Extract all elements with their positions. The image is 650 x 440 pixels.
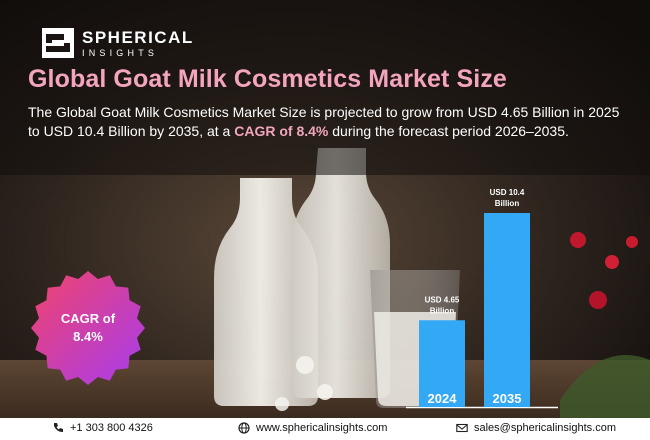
email-address: sales@sphericalinsights.com <box>474 422 617 434</box>
website-contact[interactable]: www.sphericalinsights.com <box>238 422 387 434</box>
bar-2035 <box>484 213 530 407</box>
brand-logo: SPHERICAL INSIGHTS <box>42 28 194 58</box>
data-label: USD 10.4 <box>490 188 525 197</box>
badge-value: 8.4% <box>73 329 103 344</box>
data-label: Billion <box>495 199 520 208</box>
data-label: USD 4.65 <box>425 295 460 304</box>
description-part-1: The Global Goat Milk Cosmetics Market Si… <box>28 104 620 139</box>
brand-tagline: INSIGHTS <box>82 47 159 58</box>
description-part-2: during the forecast period 2026–2035. <box>328 123 569 139</box>
badge-label: CAGR of <box>60 311 116 326</box>
description-text: The Global Goat Milk Cosmetics Market Si… <box>28 103 628 141</box>
logo-icon <box>42 28 74 58</box>
brand-name: SPHERICAL <box>82 27 194 47</box>
x-tick-label: 2024 <box>428 391 458 406</box>
phone-contact[interactable]: +1 303 800 4326 <box>52 422 153 434</box>
phone-icon <box>54 423 63 433</box>
badge-starburst-shape <box>31 271 145 385</box>
x-tick-label: 2035 <box>493 391 522 406</box>
description-highlight: CAGR of 8.4% <box>234 123 329 139</box>
contact-footer: +1 303 800 4326 www.sphericalinsights.co… <box>0 418 650 440</box>
website-link: www.sphericalinsights.com <box>256 422 388 434</box>
phone-number: +1 303 800 4326 <box>70 422 153 434</box>
page-title: Global Goat Milk Cosmetics Market Size <box>28 65 507 93</box>
mail-icon <box>456 423 468 433</box>
cagr-badge: CAGR of 8.4% <box>30 270 146 386</box>
bar-2024 <box>419 320 465 407</box>
data-label: Billion <box>430 306 455 315</box>
globe-icon <box>238 422 250 434</box>
email-contact[interactable]: sales@sphericalinsights.com <box>456 422 616 434</box>
